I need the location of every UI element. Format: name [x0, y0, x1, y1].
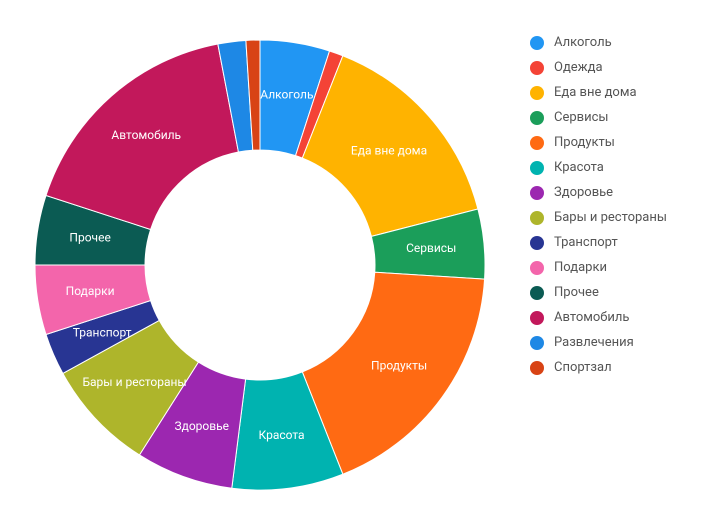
legend: Алкоголь Одежда Еда вне дома Сервисы Продукт… — [530, 30, 710, 380]
legend-label: Одежда — [554, 60, 603, 75]
legend-label: Развлечения — [554, 335, 634, 350]
legend-item[interactable]: Подарки — [530, 255, 710, 280]
legend-swatch — [530, 361, 544, 375]
legend-swatch — [530, 261, 544, 275]
legend-swatch — [530, 36, 544, 50]
legend-swatch — [530, 86, 544, 100]
legend-item[interactable]: Сервисы — [530, 105, 710, 130]
legend-swatch — [530, 311, 544, 325]
legend-label: Спортзал — [554, 360, 612, 375]
legend-item[interactable]: Продукты — [530, 130, 710, 155]
chart-container: Алкоголь Еда вне дома Сервисы Продукты Красо… — [0, 0, 720, 530]
legend-item[interactable]: Еда вне дома — [530, 80, 710, 105]
legend-swatch — [530, 186, 544, 200]
legend-swatch — [530, 111, 544, 125]
legend-label: Красота — [554, 160, 604, 175]
legend-item[interactable]: Автомобиль — [530, 305, 710, 330]
legend-item[interactable]: Спортзал — [530, 355, 710, 380]
legend-label: Подарки — [554, 260, 607, 275]
legend-item[interactable]: Транспорт — [530, 230, 710, 255]
legend-item[interactable]: Здоровье — [530, 180, 710, 205]
legend-label: Автомобиль — [554, 310, 629, 325]
legend-swatch — [530, 211, 544, 225]
legend-label: Транспорт — [554, 235, 618, 250]
legend-label: Алкоголь — [554, 35, 612, 50]
legend-label: Сервисы — [554, 110, 609, 125]
legend-swatch — [530, 161, 544, 175]
legend-item[interactable]: Развлечения — [530, 330, 710, 355]
legend-item[interactable]: Алкоголь — [530, 30, 710, 55]
legend-item[interactable]: Бары и рестораны — [530, 205, 710, 230]
legend-label: Здоровье — [554, 185, 613, 200]
legend-swatch — [530, 136, 544, 150]
legend-label: Прочее — [554, 285, 599, 300]
legend-label: Еда вне дома — [554, 85, 637, 100]
donut-slice[interactable] — [46, 44, 238, 229]
legend-swatch — [530, 286, 544, 300]
legend-item[interactable]: Красота — [530, 155, 710, 180]
legend-item[interactable]: Одежда — [530, 55, 710, 80]
legend-item[interactable]: Прочее — [530, 280, 710, 305]
donut-chart: АлкогольЕда вне домаСервисыПродуктыКрасо… — [20, 25, 500, 505]
legend-label: Бары и рестораны — [554, 210, 667, 225]
legend-label: Продукты — [554, 135, 615, 150]
legend-swatch — [530, 336, 544, 350]
legend-swatch — [530, 236, 544, 250]
legend-swatch — [530, 61, 544, 75]
